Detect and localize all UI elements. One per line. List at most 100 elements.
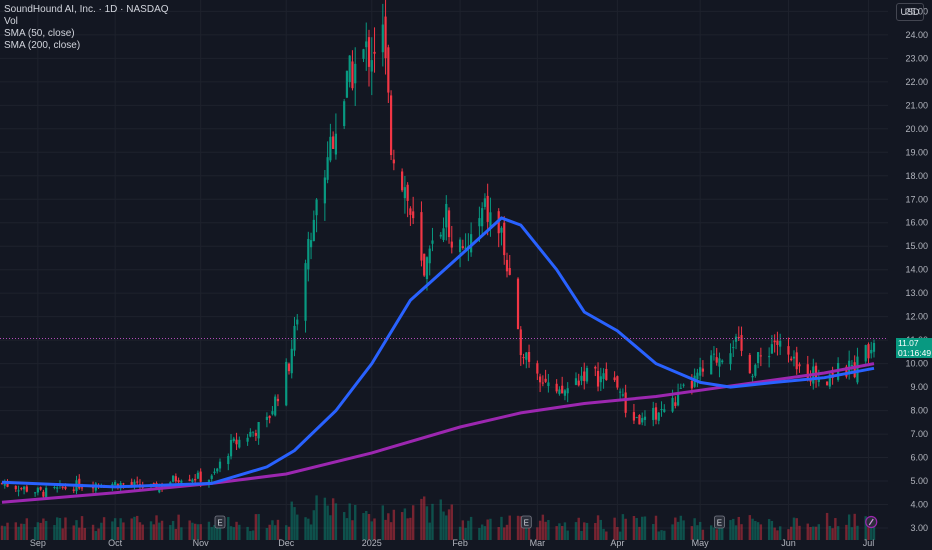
volume-bar	[682, 520, 685, 540]
candle-body	[6, 482, 9, 487]
candle-body	[323, 177, 326, 204]
volume-bar	[400, 512, 404, 540]
price-tick-label: 8.00	[910, 406, 928, 416]
volume-bar	[721, 523, 724, 540]
candle-body	[274, 396, 277, 416]
earnings-marker[interactable]	[214, 515, 226, 529]
volume-bar	[72, 525, 75, 540]
volume-bar	[102, 517, 106, 540]
candle-body	[577, 380, 580, 386]
candle-body	[447, 210, 451, 238]
currency-button[interactable]: USD	[896, 3, 924, 21]
volume-bar	[39, 522, 42, 540]
candle-body	[425, 257, 429, 280]
candle-body	[406, 184, 409, 201]
candle-body	[555, 383, 558, 392]
candle-body	[712, 353, 716, 355]
volume-bar	[555, 526, 558, 540]
volume-bar	[61, 528, 64, 540]
candle-body	[130, 482, 133, 486]
candle-body	[701, 368, 705, 372]
volume-bar	[638, 526, 641, 540]
price-axis[interactable]: 3.004.005.006.007.008.009.0010.0011.0012…	[905, 6, 928, 533]
volume-bar	[605, 531, 608, 540]
volume-bar	[847, 514, 851, 540]
volume-bar	[196, 524, 200, 540]
volume-bar	[809, 526, 812, 540]
candle-body	[354, 63, 357, 84]
volume-bar	[867, 522, 870, 540]
earnings-marker[interactable]	[714, 515, 725, 529]
volume-bar	[831, 528, 834, 540]
volume-bar	[547, 520, 550, 540]
volume-bar	[36, 522, 40, 540]
volume-bar	[334, 503, 338, 540]
volume-bar	[740, 524, 743, 540]
volume-bar	[111, 521, 114, 540]
price-tick-label: 18.00	[905, 171, 928, 181]
volume-bar	[14, 522, 17, 540]
volume-bar	[652, 524, 655, 540]
volume-bar	[122, 522, 125, 540]
volume-bar	[814, 526, 818, 540]
volume-bar	[696, 525, 699, 540]
candle-body	[759, 355, 762, 357]
candle-body	[652, 407, 655, 421]
sma50-label[interactable]: SMA (50, close)	[4, 28, 75, 39]
volume-bar	[718, 526, 721, 540]
candle-body	[42, 491, 45, 497]
candle-body	[690, 381, 693, 389]
price-tick-label: 21.00	[905, 100, 928, 110]
volume-bar	[508, 515, 511, 540]
candle-body	[403, 187, 406, 199]
candle-body	[721, 360, 724, 363]
candle-body	[152, 483, 155, 485]
volume-bar	[213, 525, 216, 540]
time-tick-label: Dec	[278, 538, 295, 548]
candle-body	[252, 431, 255, 433]
volume-bar	[445, 515, 448, 540]
volume-bar	[632, 515, 636, 540]
candle-body	[632, 412, 636, 421]
volume-bar	[155, 515, 158, 540]
volume-bar	[403, 508, 407, 540]
earnings-marker[interactable]	[520, 515, 532, 529]
volume-bar	[798, 525, 801, 540]
candle-body	[53, 486, 56, 489]
volume-bar	[447, 509, 451, 540]
volume-bar	[464, 527, 467, 540]
volume-bar	[133, 516, 136, 540]
candle-body	[450, 241, 453, 248]
candle-body	[599, 376, 602, 383]
vol-label[interactable]: Vol	[4, 16, 18, 27]
candle-body	[663, 409, 666, 412]
volume-bar	[55, 517, 59, 540]
volume-bar	[663, 530, 666, 540]
candle-body	[285, 361, 288, 406]
time-tick-label: Apr	[610, 538, 624, 548]
price-tick-label: 25.00	[905, 6, 928, 16]
volume-bar	[480, 524, 484, 540]
candle-body	[643, 416, 647, 420]
candle-body	[787, 346, 790, 355]
sma200-label[interactable]: SMA (200, close)	[4, 40, 81, 51]
volume-bar	[296, 514, 299, 540]
time-tick-label: Mar	[530, 538, 546, 548]
candle-body	[343, 101, 346, 127]
volume-bar	[715, 529, 718, 540]
volume-bar	[787, 529, 790, 540]
time-axis[interactable]: Sep Oct Nov Dec 2025 Feb Mar Apr May Jun Jul	[30, 538, 874, 548]
volume-bar	[406, 518, 409, 540]
volume-bar	[602, 528, 605, 540]
volume-bar	[25, 518, 29, 540]
price-tick-label: 20.00	[905, 124, 928, 134]
candle-body	[56, 487, 59, 489]
candle-body	[660, 408, 663, 411]
volume-bar	[420, 498, 423, 540]
price-tick-label: 6.00	[910, 453, 928, 463]
candle-body	[682, 384, 685, 386]
symbol-title[interactable]: SoundHound AI, Inc. · 1D · NASDAQ	[4, 4, 169, 15]
volume-bar	[712, 527, 716, 540]
volume-bar	[78, 527, 81, 540]
